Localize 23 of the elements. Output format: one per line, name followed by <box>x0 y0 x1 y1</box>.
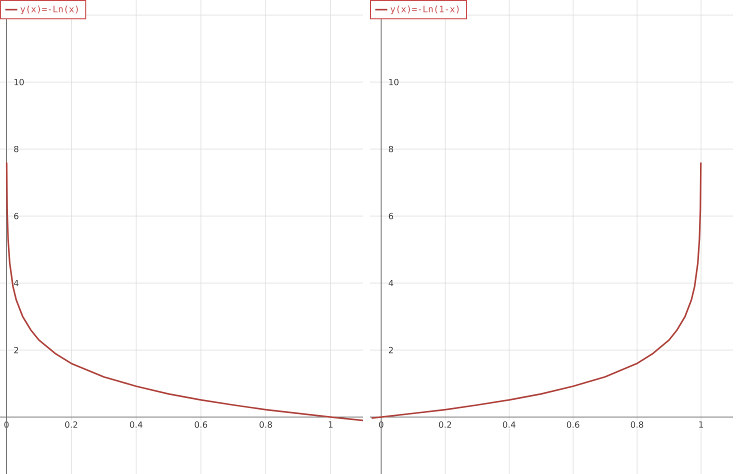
x-tick-label: 0.6 <box>566 421 580 428</box>
x-tick-label: 1 <box>328 421 333 428</box>
x-tick-label: 0.6 <box>194 421 208 428</box>
y-tick-label: 2 <box>14 346 18 354</box>
x-tick-label: 0.4 <box>130 421 142 428</box>
y-tick-label: 4 <box>388 280 394 286</box>
y-tick-label: 8 <box>14 146 18 152</box>
text: y(x)=-Ln(1-x) <box>390 5 459 14</box>
x-tick-label: 0.2 <box>65 421 78 428</box>
y-tick-label: 4 <box>14 280 18 286</box>
y-tick-label: 6 <box>14 212 18 220</box>
line-series <box>370 162 702 419</box>
y-tick-label: 6 <box>388 212 394 220</box>
x-tick-label: 0.8 <box>260 421 272 428</box>
y-tick-label: 10 <box>14 78 24 86</box>
x-tick-label: 1 <box>699 421 703 428</box>
y-tick-label: 10 <box>389 78 399 86</box>
x-tick-label: 0.8 <box>630 421 644 428</box>
x-tick-label: 0.4 <box>502 421 516 428</box>
y-tick-label: 2 <box>388 346 393 354</box>
x-tick-label: 0.2 <box>438 421 452 428</box>
y-tick-label: 8 <box>388 146 394 152</box>
text: y(x)=-Ln(x) <box>20 5 78 14</box>
